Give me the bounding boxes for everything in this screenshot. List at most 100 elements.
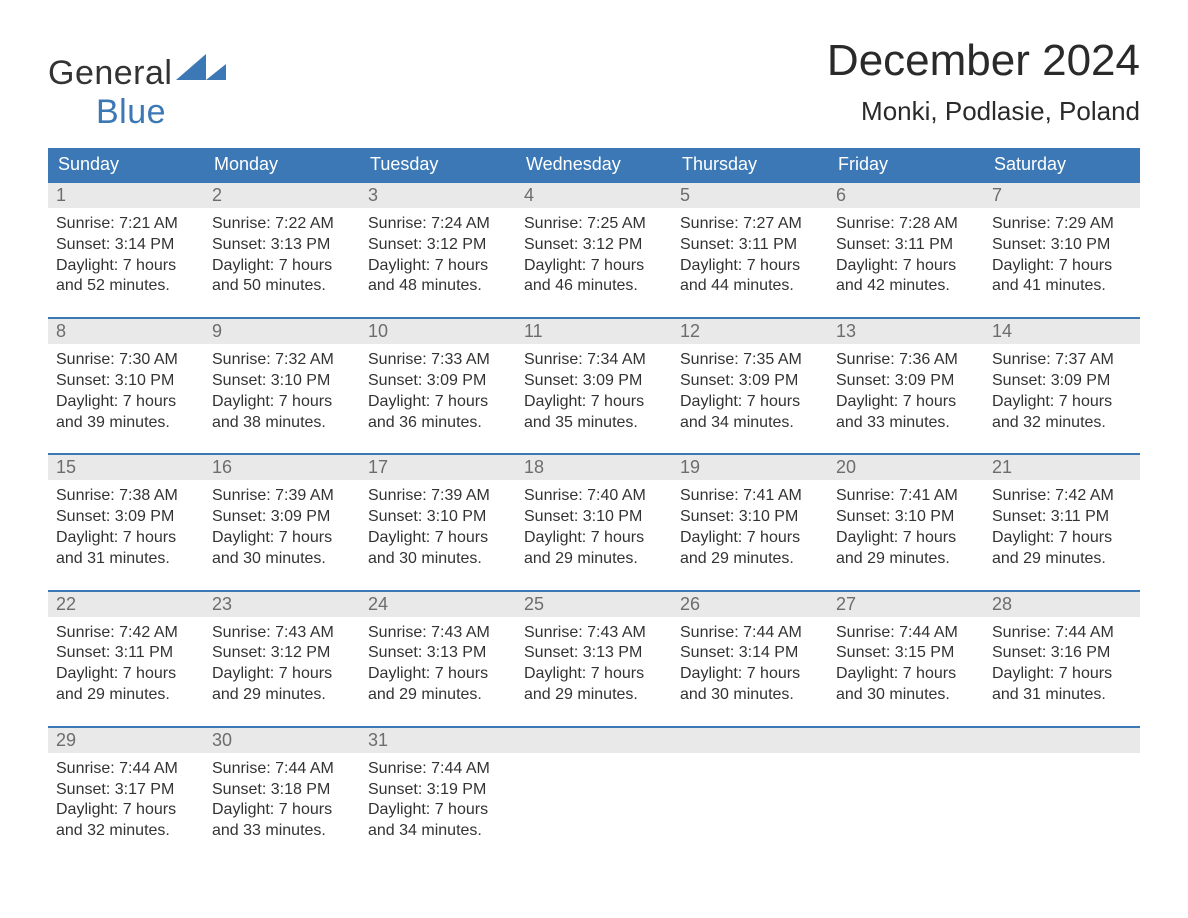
day-cell: 11Sunrise: 7:34 AMSunset: 3:09 PMDayligh… (516, 319, 672, 433)
logo-word2: Blue (96, 93, 166, 131)
sunrise-line: Sunrise: 7:42 AM (992, 486, 1132, 507)
sunset-value: 3:13 PM (427, 644, 487, 661)
daylight-label: Daylight: (992, 529, 1054, 546)
sunset-label: Sunset: (680, 372, 734, 389)
sunrise-line: Sunrise: 7:43 AM (368, 623, 508, 644)
sunset-line: Sunset: 3:09 PM (368, 371, 508, 392)
sunset-line: Sunset: 3:10 PM (836, 507, 976, 528)
sunset-label: Sunset: (212, 644, 266, 661)
daylight-hours: 7 hours (279, 529, 332, 546)
sunrise-label: Sunrise: (992, 351, 1051, 368)
day-cell: 29Sunrise: 7:44 AMSunset: 3:17 PMDayligh… (48, 728, 204, 842)
daylight-line2: and 34 minutes. (368, 821, 508, 842)
sunset-label: Sunset: (992, 372, 1046, 389)
daylight-line2: and 29 minutes. (524, 685, 664, 706)
weekday-header: Friday (828, 148, 984, 181)
daylight-label: Daylight: (368, 257, 430, 274)
sunset-line: Sunset: 3:11 PM (56, 643, 196, 664)
sunset-line: Sunset: 3:09 PM (680, 371, 820, 392)
sunset-label: Sunset: (524, 508, 578, 525)
daylight-label: Daylight: (836, 665, 898, 682)
sunrise-line: Sunrise: 7:39 AM (368, 486, 508, 507)
sunset-line: Sunset: 3:11 PM (836, 235, 976, 256)
sunset-value: 3:11 PM (739, 236, 797, 253)
daylight-line2: and 29 minutes. (836, 549, 976, 570)
sunrise-line: Sunrise: 7:44 AM (212, 759, 352, 780)
sunset-line: Sunset: 3:10 PM (524, 507, 664, 528)
sunrise-line: Sunrise: 7:32 AM (212, 350, 352, 371)
daylight-line2: and 39 minutes. (56, 413, 196, 434)
day-number: 10 (360, 319, 516, 344)
daylight-hours: 7 hours (903, 257, 956, 274)
sunrise-value: 7:41 AM (899, 487, 958, 504)
day-number: 2 (204, 183, 360, 208)
sunset-line: Sunset: 3:13 PM (368, 643, 508, 664)
sunset-value: 3:09 PM (1051, 372, 1111, 389)
sunrise-line: Sunrise: 7:21 AM (56, 214, 196, 235)
sunrise-label: Sunrise: (368, 760, 427, 777)
day-cell (516, 728, 672, 842)
day-number: 20 (828, 455, 984, 480)
day-body: Sunrise: 7:36 AMSunset: 3:09 PMDaylight:… (828, 344, 984, 433)
sunrise-value: 7:25 AM (587, 215, 646, 232)
sunrise-line: Sunrise: 7:28 AM (836, 214, 976, 235)
day-body: Sunrise: 7:22 AMSunset: 3:13 PMDaylight:… (204, 208, 360, 297)
week-row: 1Sunrise: 7:21 AMSunset: 3:14 PMDaylight… (48, 181, 1140, 297)
daylight-line2: and 29 minutes. (368, 685, 508, 706)
sunset-label: Sunset: (368, 508, 422, 525)
daylight-label: Daylight: (836, 257, 898, 274)
daylight-label: Daylight: (212, 665, 274, 682)
sunset-value: 3:09 PM (271, 508, 331, 525)
sunset-label: Sunset: (368, 781, 422, 798)
day-number: 27 (828, 592, 984, 617)
daylight-hours: 7 hours (747, 665, 800, 682)
sunset-line: Sunset: 3:19 PM (368, 780, 508, 801)
sunrise-value: 7:32 AM (275, 351, 334, 368)
day-number-empty (672, 728, 828, 753)
daylight-hours: 7 hours (279, 257, 332, 274)
daylight-line1: Daylight: 7 hours (524, 528, 664, 549)
sunset-line: Sunset: 3:09 PM (524, 371, 664, 392)
page-title: December 2024 (827, 36, 1140, 86)
weeks-container: 1Sunrise: 7:21 AMSunset: 3:14 PMDaylight… (48, 181, 1140, 842)
day-body: Sunrise: 7:35 AMSunset: 3:09 PMDaylight:… (672, 344, 828, 433)
sunrise-label: Sunrise: (368, 487, 427, 504)
sunrise-label: Sunrise: (524, 624, 583, 641)
sunrise-value: 7:29 AM (1055, 215, 1114, 232)
sunrise-line: Sunrise: 7:22 AM (212, 214, 352, 235)
daylight-line2: and 48 minutes. (368, 276, 508, 297)
sunrise-label: Sunrise: (680, 215, 739, 232)
sunrise-value: 7:28 AM (899, 215, 958, 232)
sunrise-line: Sunrise: 7:30 AM (56, 350, 196, 371)
daylight-hours: 7 hours (279, 393, 332, 410)
weekday-header: Sunday (48, 148, 204, 181)
sunrise-label: Sunrise: (836, 215, 895, 232)
day-number: 4 (516, 183, 672, 208)
sunrise-line: Sunrise: 7:40 AM (524, 486, 664, 507)
daylight-hours: 7 hours (747, 257, 800, 274)
daylight-hours: 7 hours (591, 665, 644, 682)
daylight-line2: and 29 minutes. (212, 685, 352, 706)
daylight-hours: 7 hours (1059, 393, 1112, 410)
daylight-label: Daylight: (212, 801, 274, 818)
sunset-value: 3:11 PM (115, 644, 173, 661)
day-cell: 9Sunrise: 7:32 AMSunset: 3:10 PMDaylight… (204, 319, 360, 433)
logo: General Blue (48, 54, 226, 132)
day-body: Sunrise: 7:44 AMSunset: 3:16 PMDaylight:… (984, 617, 1140, 706)
daylight-label: Daylight: (680, 257, 742, 274)
sunrise-line: Sunrise: 7:34 AM (524, 350, 664, 371)
day-cell: 26Sunrise: 7:44 AMSunset: 3:14 PMDayligh… (672, 592, 828, 706)
sunrise-line: Sunrise: 7:27 AM (680, 214, 820, 235)
day-number: 15 (48, 455, 204, 480)
sunrise-value: 7:43 AM (587, 624, 646, 641)
sunset-value: 3:10 PM (739, 508, 799, 525)
daylight-line1: Daylight: 7 hours (524, 664, 664, 685)
daylight-hours: 7 hours (1059, 257, 1112, 274)
daylight-line2: and 52 minutes. (56, 276, 196, 297)
daylight-line1: Daylight: 7 hours (56, 800, 196, 821)
sunset-line: Sunset: 3:09 PM (56, 507, 196, 528)
daylight-line1: Daylight: 7 hours (368, 392, 508, 413)
sunset-line: Sunset: 3:12 PM (212, 643, 352, 664)
logo-word1: General (48, 54, 172, 92)
sunrise-value: 7:21 AM (119, 215, 178, 232)
